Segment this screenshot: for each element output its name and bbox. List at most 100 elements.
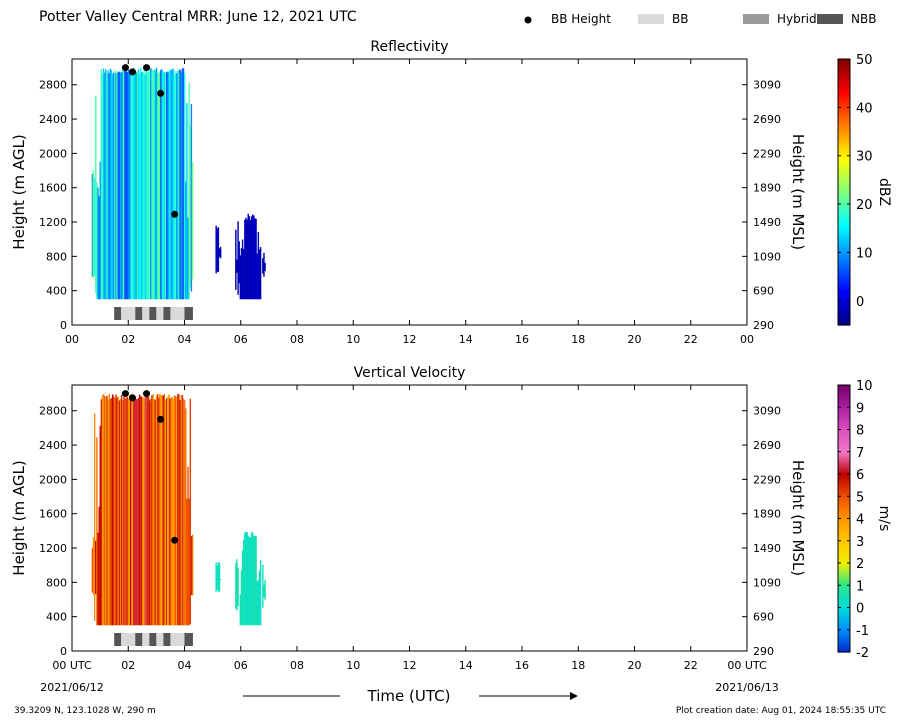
colorbar-segment <box>838 178 850 182</box>
heatmap-column <box>180 394 182 626</box>
bb-height-point <box>157 415 165 423</box>
colorbar-segment <box>838 103 850 107</box>
colorbar-segment <box>838 598 850 602</box>
legend-bb-swatch <box>638 14 664 24</box>
colorbar-segment <box>838 267 850 271</box>
heatmap-column <box>93 413 96 622</box>
colorbar-segment <box>838 187 850 191</box>
heatmap-column <box>106 73 108 300</box>
colorbar-segment <box>838 438 850 442</box>
heatmap-column <box>136 70 139 300</box>
colorbar-segment <box>838 623 850 626</box>
y-tick-label-right: 690 <box>753 611 774 624</box>
colorbar-segment <box>838 647 850 651</box>
colorbar-segment <box>838 600 850 604</box>
colorbar-segment <box>838 451 850 455</box>
heatmap-column <box>178 394 180 626</box>
y-tick-label: 2000 <box>39 473 67 486</box>
y-tick-label: 800 <box>46 576 67 589</box>
heatmap-column <box>154 399 157 626</box>
heatmap-column <box>93 177 96 276</box>
bb-height-point <box>121 64 129 72</box>
bb-strip-bb <box>121 307 136 320</box>
panel-2-colorbar-label: m/s <box>876 506 892 532</box>
heatmap-column <box>153 69 155 300</box>
bb-strip-nbb <box>163 633 171 646</box>
x-tick-label: 16 <box>515 333 529 346</box>
colorbar-segment <box>838 265 850 268</box>
heatmap-column <box>144 74 146 300</box>
colorbar-segment <box>838 149 850 153</box>
heatmap-column <box>174 396 177 626</box>
heatmap-column <box>134 70 136 300</box>
y-tick-label-right: 1890 <box>753 182 781 195</box>
heatmap-column <box>154 70 157 300</box>
colorbar-segment <box>838 302 850 306</box>
heatmap-column <box>149 400 151 626</box>
heatmap-column <box>95 540 97 595</box>
colorbar-segment <box>838 614 850 617</box>
colorbar-segment <box>838 413 850 417</box>
x-tick-label: 04 <box>178 333 192 346</box>
colorbar-segment <box>838 389 850 393</box>
heatmap-column <box>247 213 249 300</box>
y-tick-label-right: 1090 <box>753 576 781 589</box>
heatmap-column <box>129 394 132 626</box>
colorbar-segment <box>838 320 850 324</box>
colorbar-segment <box>838 645 850 649</box>
heatmap-column <box>264 262 266 272</box>
heatmap-column <box>135 72 137 300</box>
heatmap-column <box>147 396 150 626</box>
colorbar-segment <box>838 291 850 295</box>
heatmap-column <box>99 425 101 626</box>
heatmap-column <box>113 396 115 626</box>
heatmap-column <box>239 594 242 626</box>
colorbar-segment <box>838 218 850 222</box>
x-tick-label: 12 <box>403 333 417 346</box>
colorbar-segment <box>838 311 850 315</box>
colorbar-segment <box>838 385 850 388</box>
heatmap-column <box>236 559 238 611</box>
colorbar-segment <box>838 305 850 308</box>
heatmap-column <box>216 228 218 272</box>
colorbar-segment <box>838 580 850 584</box>
y-tick-label-right: 3090 <box>753 405 781 418</box>
time-axis-label: Time (UTC) <box>367 687 451 705</box>
x-tick-label: 12 <box>403 659 417 672</box>
y-tick-label: 2000 <box>39 147 67 160</box>
colorbar-segment <box>838 156 850 160</box>
heatmap-column <box>149 68 151 300</box>
heatmap-column <box>123 70 125 300</box>
heatmap-column <box>219 246 222 259</box>
heatmap-column <box>160 69 162 300</box>
bb-strip-nbb <box>149 307 157 320</box>
colorbar-segment <box>838 474 850 477</box>
colorbar-segment <box>838 94 850 98</box>
y-tick-label: 2400 <box>39 113 67 126</box>
colorbar-segment <box>838 538 850 542</box>
heatmap-column <box>178 68 180 300</box>
colorbar-segment <box>838 298 850 302</box>
y-tick-label-right: 1490 <box>753 542 781 555</box>
heatmap-column <box>116 71 118 300</box>
colorbar-segment <box>838 571 850 575</box>
heatmap-column <box>245 217 247 300</box>
heatmap-column <box>108 73 110 300</box>
heatmap-column <box>235 563 237 609</box>
legend-bb-height-marker <box>524 16 532 24</box>
colorbar-segment <box>838 192 850 195</box>
heatmap-column <box>185 408 187 626</box>
heatmap-column <box>252 214 254 300</box>
colorbar-segment <box>838 169 850 173</box>
heatmap-column <box>140 67 142 300</box>
y-tick-label-right: 2290 <box>753 147 781 160</box>
heatmap-column <box>119 72 122 300</box>
heatmap-column <box>128 70 131 300</box>
heatmap-column <box>105 396 107 626</box>
colorbar-segment <box>838 176 850 180</box>
heatmap-column <box>141 396 143 626</box>
heatmap-column <box>254 535 256 626</box>
heatmap-column <box>215 225 217 274</box>
colorbar-segment <box>838 518 850 522</box>
